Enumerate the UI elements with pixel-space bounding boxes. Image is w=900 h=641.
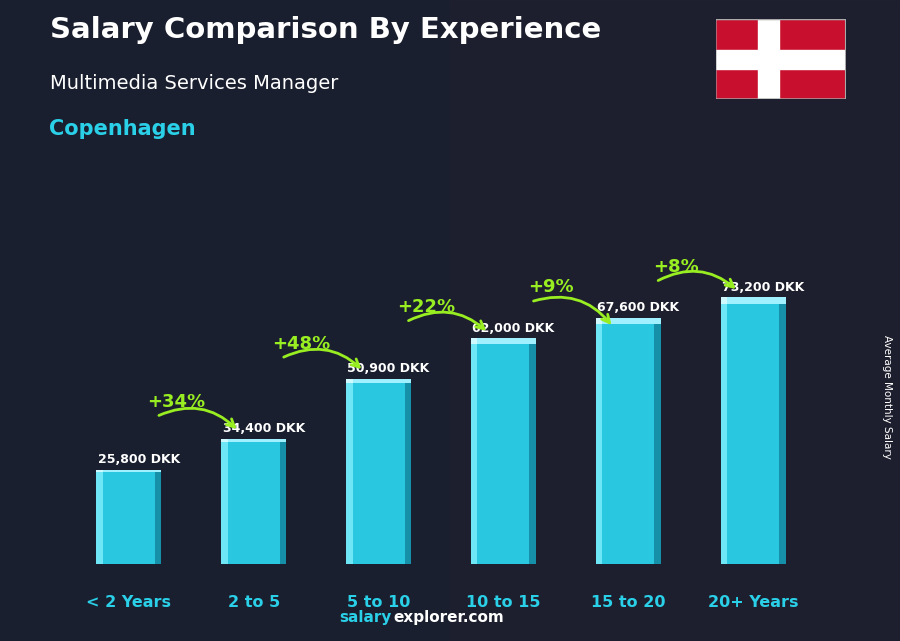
Text: 62,000 DKK: 62,000 DKK xyxy=(472,322,554,335)
Text: 2 to 5: 2 to 5 xyxy=(228,595,280,610)
Text: +34%: +34% xyxy=(148,393,205,411)
Bar xyxy=(471,338,478,344)
Bar xyxy=(596,318,661,564)
Bar xyxy=(346,379,411,383)
Bar xyxy=(221,439,286,564)
Bar xyxy=(471,338,536,564)
Text: 5 to 10: 5 to 10 xyxy=(346,595,410,610)
Bar xyxy=(779,297,786,564)
Text: salary: salary xyxy=(339,610,392,625)
Text: +48%: +48% xyxy=(272,335,330,353)
Bar xyxy=(221,439,286,442)
Bar xyxy=(404,379,411,564)
Bar xyxy=(471,338,536,344)
Text: +9%: +9% xyxy=(528,278,573,296)
Bar xyxy=(96,470,161,472)
Bar xyxy=(346,379,411,564)
Bar xyxy=(280,439,286,564)
Bar xyxy=(716,50,846,69)
Bar xyxy=(0,0,450,641)
Bar xyxy=(596,318,602,324)
Bar xyxy=(596,318,602,564)
Text: 20+ Years: 20+ Years xyxy=(707,595,798,610)
Text: 73,200 DKK: 73,200 DKK xyxy=(722,281,805,294)
Bar xyxy=(654,318,661,564)
Text: Multimedia Services Manager: Multimedia Services Manager xyxy=(50,74,338,93)
Text: 15 to 20: 15 to 20 xyxy=(591,595,665,610)
Bar xyxy=(721,297,727,304)
Bar xyxy=(529,338,535,564)
Text: explorer.com: explorer.com xyxy=(393,610,504,625)
Bar xyxy=(596,318,661,324)
Text: 67,600 DKK: 67,600 DKK xyxy=(598,301,680,314)
Text: 10 to 15: 10 to 15 xyxy=(466,595,541,610)
Bar xyxy=(346,379,353,383)
Text: < 2 Years: < 2 Years xyxy=(86,595,171,610)
Text: Copenhagen: Copenhagen xyxy=(50,119,196,138)
Bar xyxy=(471,338,478,564)
Bar xyxy=(346,379,353,564)
Bar xyxy=(721,297,727,564)
Bar xyxy=(96,470,103,472)
Text: +8%: +8% xyxy=(652,258,698,276)
Bar xyxy=(96,470,161,564)
Bar xyxy=(721,297,786,304)
Text: 34,400 DKK: 34,400 DKK xyxy=(222,422,305,435)
Text: 25,800 DKK: 25,800 DKK xyxy=(98,453,180,467)
Text: Average Monthly Salary: Average Monthly Salary xyxy=(881,335,892,460)
Bar xyxy=(450,0,900,641)
Bar xyxy=(721,297,786,564)
Bar xyxy=(96,470,103,564)
Text: +22%: +22% xyxy=(397,299,455,317)
Text: 50,900 DKK: 50,900 DKK xyxy=(347,362,429,375)
Bar xyxy=(758,19,779,99)
Bar xyxy=(221,439,228,442)
Bar xyxy=(155,470,161,564)
Text: Salary Comparison By Experience: Salary Comparison By Experience xyxy=(50,16,601,44)
Bar xyxy=(221,439,228,564)
